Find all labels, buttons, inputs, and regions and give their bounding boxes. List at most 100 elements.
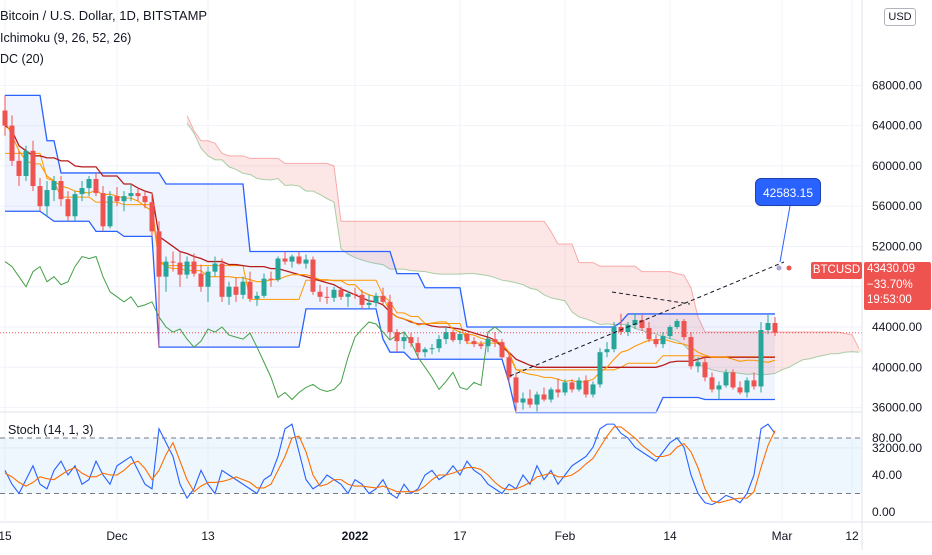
candle-body (394, 332, 400, 342)
candle-body (331, 289, 337, 298)
candle-body (177, 262, 183, 275)
candle-body (170, 261, 176, 263)
candle (51, 175, 57, 202)
lead-span-b (186, 115, 860, 349)
candle (681, 318, 687, 341)
candle (632, 313, 638, 330)
candle-body (485, 339, 491, 347)
candle (576, 377, 582, 392)
candle-body (632, 319, 638, 326)
price-callout[interactable]: 42583.15 (755, 178, 821, 206)
candle (583, 375, 589, 398)
time-tick-label: 14 (663, 529, 677, 543)
candle (716, 381, 722, 400)
candle-body (555, 389, 561, 393)
cloud-segment (215, 143, 222, 160)
candle (590, 381, 596, 398)
candle-body (457, 334, 463, 341)
candle (16, 150, 22, 187)
candle (79, 181, 85, 202)
candle-body (198, 273, 204, 287)
candle-body (282, 258, 288, 262)
candle (352, 287, 358, 299)
candle (450, 330, 456, 343)
candle-body (660, 336, 666, 345)
candle-body (422, 349, 428, 353)
donchian-fill (5, 95, 775, 413)
candle (191, 253, 197, 277)
candle (107, 191, 113, 229)
candle (9, 115, 15, 166)
cloud-segment (229, 155, 236, 170)
candle (205, 266, 211, 302)
stoch-tick-label: 40.00 (872, 468, 902, 482)
candle (247, 271, 253, 302)
candle (639, 314, 645, 332)
donchian-legend[interactable]: DC (20) (0, 52, 44, 66)
candle (387, 294, 393, 340)
candle (667, 325, 673, 340)
candle (513, 372, 519, 413)
candle (366, 294, 372, 309)
candle (436, 335, 442, 353)
candles[interactable] (2, 95, 778, 413)
cloud-segment (852, 334, 859, 353)
candle (324, 286, 330, 304)
price-tick-label: 36000.00 (872, 401, 922, 415)
candle (569, 379, 575, 393)
candle-body (58, 181, 64, 200)
trend-line (509, 261, 785, 377)
candle (359, 289, 365, 309)
time-tick-label: 13 (201, 529, 215, 543)
candle-body (30, 150, 36, 187)
cloud-segment (299, 163, 306, 192)
candle-body (576, 380, 582, 390)
candle-body (506, 357, 512, 378)
candle (317, 284, 323, 302)
donchian-lower (5, 210, 775, 414)
candle-body (366, 302, 372, 305)
bar-countdown: 19:53:00 (867, 294, 912, 306)
price-tick-label: 32000.00 (872, 441, 922, 455)
candle (37, 177, 43, 212)
candle (380, 287, 386, 305)
ichimoku-legend[interactable]: Ichimoku (9, 26, 52, 26) (0, 31, 132, 45)
candle (233, 277, 239, 302)
cloud-segment (222, 153, 229, 167)
candle (674, 318, 680, 330)
currency-button[interactable]: USD (884, 8, 916, 26)
candle (65, 191, 71, 222)
candle (30, 140, 36, 192)
cloud-segment (740, 332, 747, 375)
candle-body (72, 194, 78, 217)
candle (373, 292, 379, 307)
stoch-legend[interactable]: Stoch (14, 1, 3) (8, 423, 94, 437)
candle-body (51, 181, 57, 191)
candle (303, 254, 309, 269)
candle-body (674, 320, 680, 328)
candle (758, 321, 764, 393)
price-tick-label: 52000.00 (872, 239, 922, 253)
candle-body (499, 342, 505, 358)
projection-dot (776, 265, 782, 271)
candle-body (408, 337, 414, 344)
candle (44, 181, 50, 217)
candle-body (121, 196, 127, 202)
cloud-segment (201, 140, 208, 156)
chikou-span (4, 255, 503, 401)
cloud-segment (460, 221, 467, 275)
candle-body (387, 301, 393, 333)
candle-body (772, 322, 778, 333)
candle-body (443, 332, 449, 340)
candle-body (667, 327, 673, 337)
cloud-segment (803, 332, 810, 360)
candle-body (716, 385, 722, 390)
candle (534, 391, 540, 413)
candle-body (86, 178, 92, 189)
candle (506, 352, 512, 383)
candle (562, 379, 568, 396)
trend-line-short (611, 291, 691, 305)
candle-body (569, 382, 575, 390)
